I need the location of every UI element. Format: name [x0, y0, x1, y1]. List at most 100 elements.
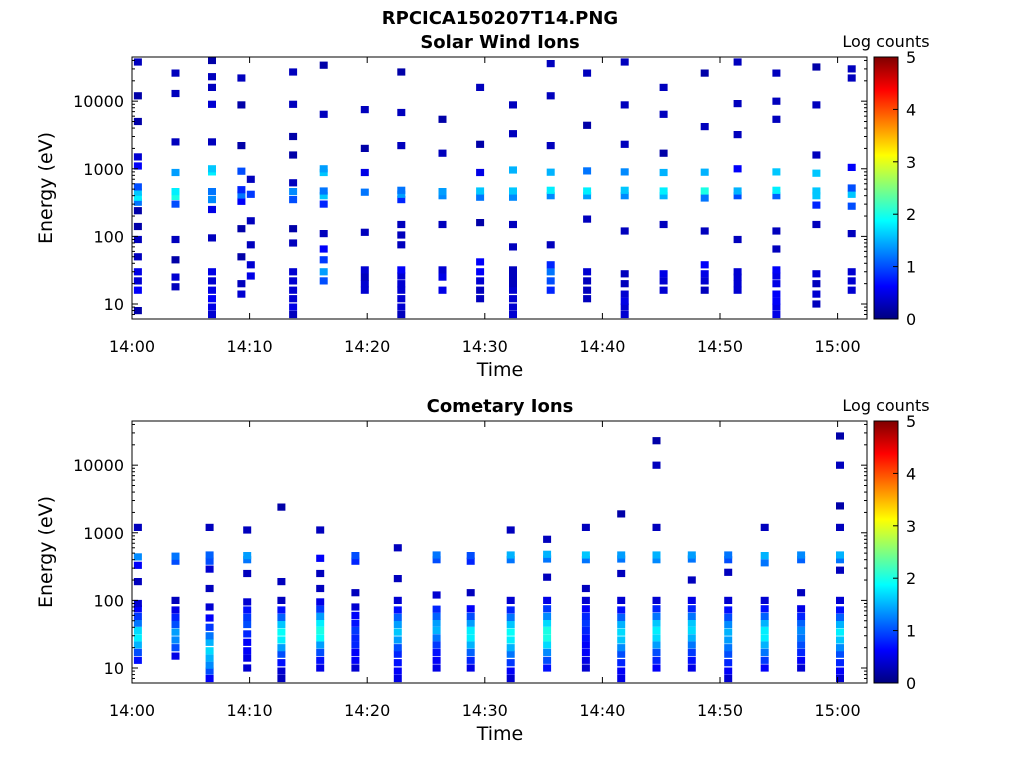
heatmap-cell — [581, 641, 590, 649]
heatmap-cell — [772, 227, 781, 235]
heatmap-cell — [724, 674, 733, 683]
heatmap-cell — [772, 168, 781, 176]
heatmap-cell — [733, 235, 742, 244]
heatmap-cell — [243, 606, 252, 614]
heatmap-cell — [506, 667, 515, 675]
heatmap-cell — [546, 142, 555, 150]
colorbar-tick-label: 1 — [906, 622, 916, 641]
heatmap-cell — [733, 100, 742, 108]
colorbar: Log counts 0 1 2 3 4 5 — [842, 32, 929, 329]
colorbar-tick-label: 2 — [906, 205, 916, 224]
heatmap-cell — [205, 647, 214, 655]
heatmap-cell — [812, 169, 821, 177]
heatmap-cell — [836, 523, 844, 531]
heatmap-cell — [466, 656, 475, 664]
heatmap-cell — [652, 437, 661, 445]
heatmap-cell — [760, 523, 769, 531]
heatmap-cell — [581, 626, 590, 634]
heatmap-cell — [289, 225, 298, 233]
heatmap-cell — [466, 634, 475, 642]
heatmap-cell — [687, 576, 696, 584]
heatmap-cell — [432, 626, 441, 634]
heatmap-cell — [466, 589, 475, 597]
heatmap-cell — [620, 186, 629, 194]
colorbar-gradient — [873, 56, 899, 320]
heatmap-cell — [617, 620, 626, 629]
colorbar-ticks: 0 1 2 3 4 5 — [893, 48, 916, 329]
heatmap-cell — [772, 290, 781, 298]
heatmap-cell — [760, 656, 769, 664]
heatmap-cell — [847, 74, 856, 82]
heatmap-cell — [208, 138, 216, 146]
heatmap-cell — [397, 241, 406, 249]
heatmap-cell — [393, 620, 402, 629]
heatmap-cell — [733, 286, 742, 294]
heatmap-cell — [466, 641, 475, 649]
heatmap-cell — [351, 589, 360, 597]
heatmap-cell — [847, 268, 856, 276]
heatmap-cell — [316, 598, 325, 606]
heatmap-cell — [171, 89, 180, 98]
heatmap-cell — [543, 648, 552, 656]
heatmap-cell — [243, 620, 252, 629]
heatmap-cell — [506, 606, 515, 614]
heatmap-cell — [836, 596, 844, 604]
heatmap-cell — [812, 290, 821, 298]
heatmap-cell — [171, 596, 180, 604]
heatmap-cell — [724, 551, 733, 559]
colorbar-tick-label: 3 — [906, 153, 916, 172]
heatmap-cell — [583, 286, 592, 294]
heatmap-cell — [393, 659, 402, 667]
heatmap-cell — [543, 634, 552, 642]
heatmap-cell — [397, 280, 406, 288]
heatmap-cell — [432, 648, 441, 656]
heatmap-cell — [432, 664, 441, 672]
heatmap-cell — [733, 165, 742, 173]
heatmap-cell — [397, 286, 406, 294]
heatmap-cell — [171, 273, 180, 281]
heatmap-cell — [797, 612, 806, 620]
y-tick-label: 1000 — [83, 160, 124, 179]
heatmap-cell — [847, 277, 856, 285]
heatmap-cell — [351, 634, 360, 642]
heatmap-cell — [652, 556, 661, 564]
heatmap-cell — [700, 168, 709, 176]
heatmap-cell — [797, 619, 806, 627]
heatmap-cell — [237, 191, 246, 199]
heatmap-cell — [316, 648, 325, 656]
heatmap-cell — [583, 187, 592, 195]
heatmap-cell — [289, 295, 298, 303]
heatmap-cell — [836, 606, 844, 614]
heatmap-cell — [432, 656, 441, 664]
heatmap-cell — [797, 664, 806, 672]
heatmap-cell — [836, 650, 844, 658]
plot-frame — [131, 56, 868, 320]
heatmap-cell — [760, 552, 769, 560]
y-tick-label: 10 — [104, 659, 124, 678]
heatmap-cell — [277, 613, 286, 621]
heatmap-cell — [617, 667, 626, 675]
heatmap-cell — [581, 584, 590, 593]
heatmap-cell — [617, 551, 626, 559]
heatmap-cell — [277, 650, 286, 658]
heatmap-cell — [316, 526, 325, 534]
y-axis-label: Energy (eV) — [35, 132, 57, 244]
heatmap-cell — [617, 628, 626, 636]
heatmap-cell — [659, 220, 668, 229]
heatmap-cell — [432, 551, 441, 559]
heatmap-cell — [724, 568, 733, 576]
heatmap-cell — [351, 619, 360, 627]
heatmap-cell — [476, 193, 485, 201]
heatmap-cell — [659, 168, 668, 177]
heatmap-cell — [360, 144, 369, 152]
heatmap-cell — [700, 194, 709, 202]
heatmap-cell — [208, 196, 216, 204]
heatmap-cell — [620, 192, 629, 200]
y-tick-label: 10 — [104, 295, 124, 314]
heatmap-cell — [243, 638, 252, 646]
heatmap-cell — [171, 235, 180, 244]
heatmap-cell — [133, 605, 142, 613]
heatmap-cell — [583, 69, 592, 77]
heatmap-cell — [506, 636, 515, 644]
heatmap-cell — [243, 552, 252, 560]
